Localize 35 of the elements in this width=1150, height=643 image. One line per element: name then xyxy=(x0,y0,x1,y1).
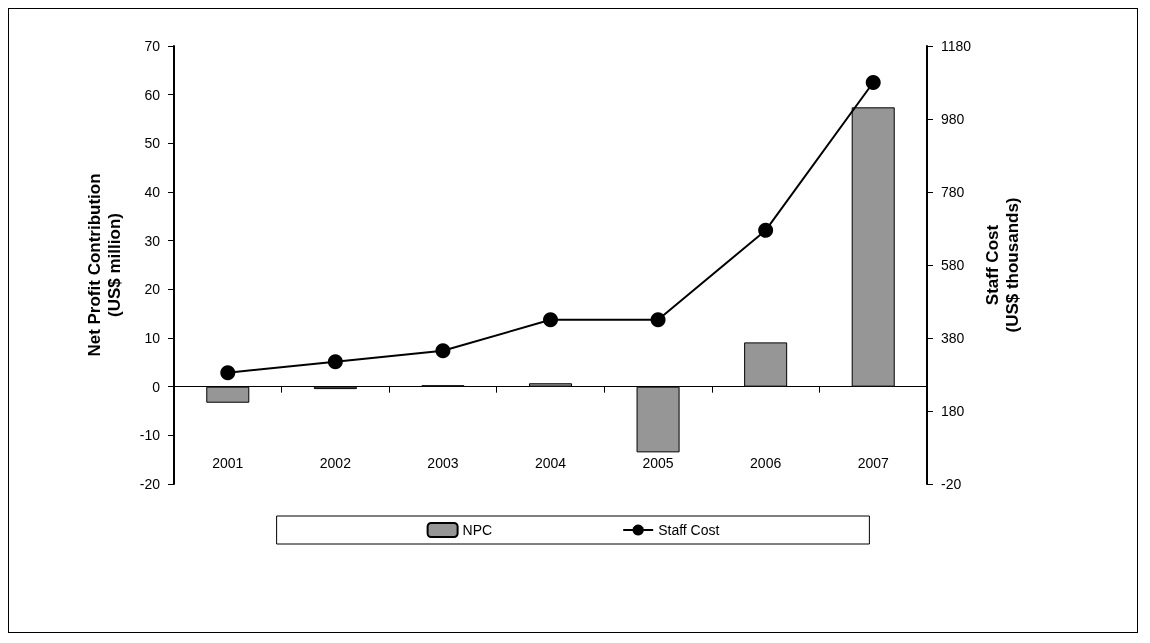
x-tick-label: 2001 xyxy=(212,455,244,471)
point xyxy=(327,354,343,370)
point xyxy=(220,365,236,381)
y2-tick-label: 780 xyxy=(941,184,965,200)
point xyxy=(865,75,881,90)
y-tick-label: 10 xyxy=(144,330,161,346)
y2-tick-label: 580 xyxy=(941,257,965,273)
legend-label: NPC xyxy=(462,522,493,538)
y2-axis-title: Staff Cost (US$ thousands) xyxy=(982,197,1022,333)
y-tick-label: 30 xyxy=(144,232,161,249)
point xyxy=(543,312,558,328)
point xyxy=(650,312,666,328)
x-tick-label: 2003 xyxy=(427,455,459,471)
y-tick-label: -20 xyxy=(139,476,161,492)
y-tick-label: 60 xyxy=(144,86,161,103)
x-tick-label: 2004 xyxy=(534,455,567,471)
y-tick-label: 50 xyxy=(144,135,161,152)
y2-tick-label: 1180 xyxy=(941,38,972,54)
point xyxy=(758,222,774,238)
y-tick-label: 0 xyxy=(152,378,161,395)
y-axis-title: Net Profit Contribution (US$ million) xyxy=(84,173,124,357)
y2-tick-label: 380 xyxy=(941,330,965,346)
y-tick-label: 40 xyxy=(144,184,161,200)
x-tick-label: 2002 xyxy=(319,455,352,471)
x-tick-label: 2006 xyxy=(750,455,782,471)
y-tick-label: 20 xyxy=(144,281,161,298)
y2-tick-label: -20 xyxy=(941,476,962,492)
y-tick-label: -10 xyxy=(139,427,161,444)
point xyxy=(435,343,451,359)
legend-label: Staff Cost xyxy=(658,522,720,538)
y-tick-label: 70 xyxy=(144,38,161,54)
y2-tick-label: 180 xyxy=(941,403,965,419)
x-tick-label: 2007 xyxy=(857,455,889,471)
x-tick-label: 2005 xyxy=(642,455,674,471)
y2-tick-label: 980 xyxy=(941,111,965,127)
